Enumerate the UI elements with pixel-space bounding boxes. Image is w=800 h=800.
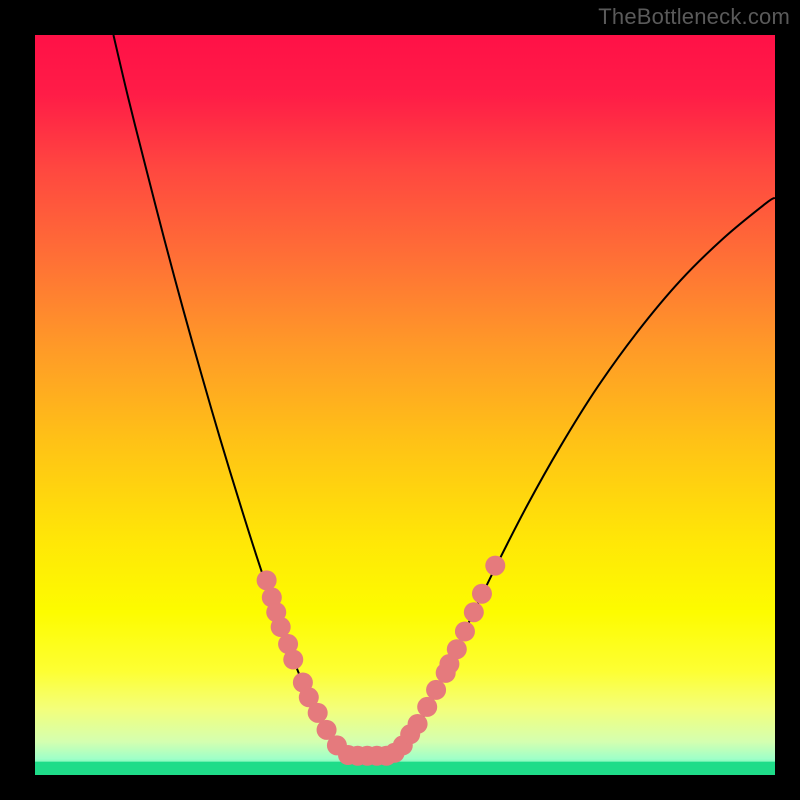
marker-dot	[426, 680, 446, 700]
marker-dot	[308, 703, 328, 723]
figure-root: TheBottleneck.com	[0, 0, 800, 800]
marker-dot	[417, 697, 437, 717]
plot-area	[35, 35, 775, 775]
marker-group	[257, 556, 506, 766]
curve-overlay	[35, 35, 775, 775]
marker-dot	[464, 602, 484, 622]
main-curve	[113, 35, 775, 757]
marker-dot	[257, 570, 277, 590]
marker-dot	[455, 621, 475, 641]
marker-dot	[472, 584, 492, 604]
watermark-label: TheBottleneck.com	[598, 4, 790, 30]
marker-dot	[408, 714, 428, 734]
marker-dot	[271, 617, 291, 637]
marker-dot	[485, 556, 505, 576]
marker-dot	[447, 639, 467, 659]
marker-dot	[283, 650, 303, 670]
